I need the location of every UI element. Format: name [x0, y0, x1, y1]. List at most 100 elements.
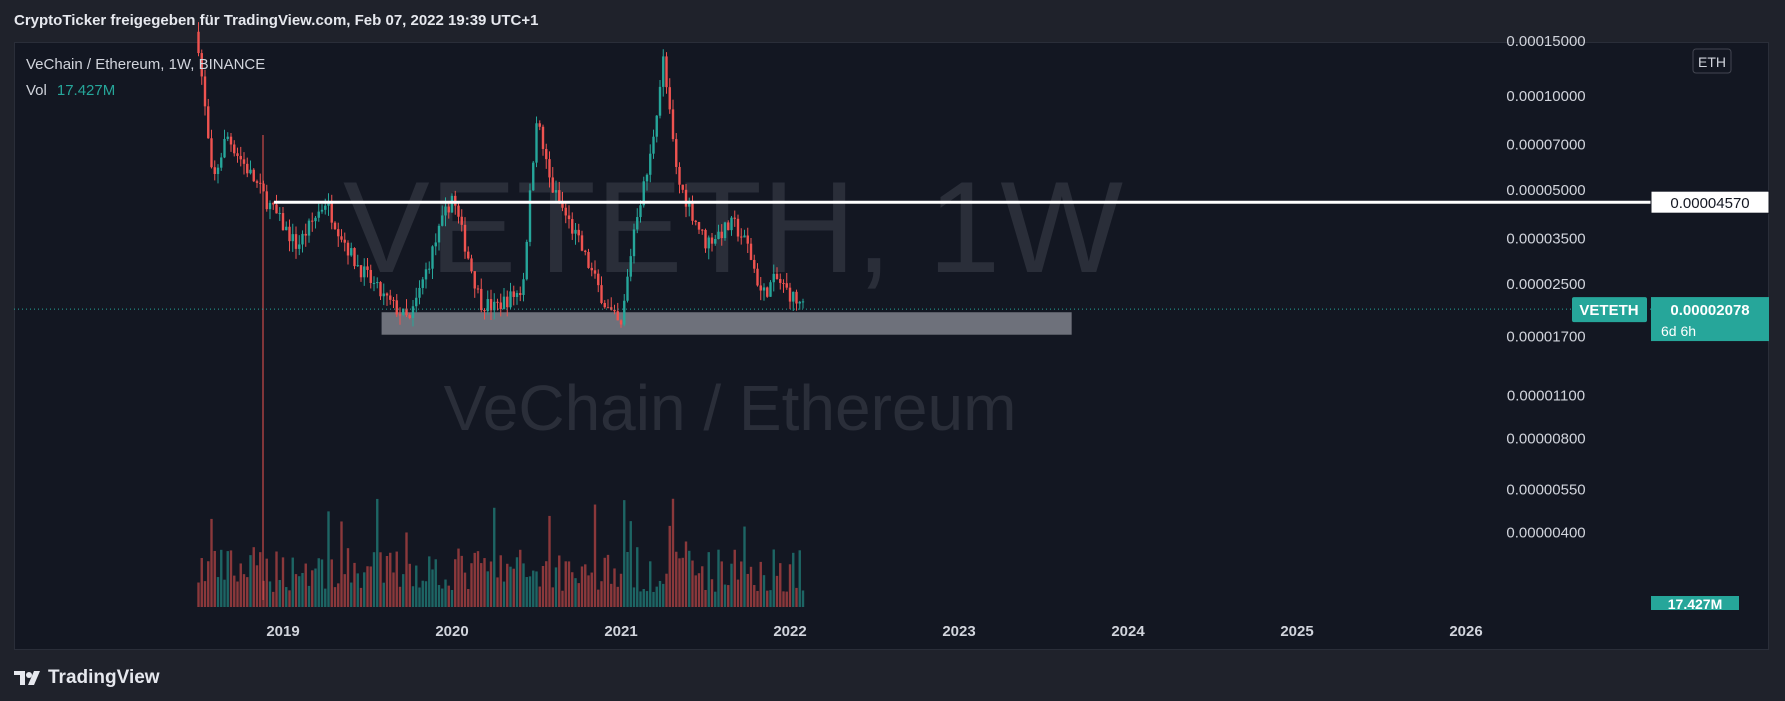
volume-bar: [311, 570, 314, 607]
candle-body: [421, 279, 424, 288]
volume-bar: [626, 551, 629, 607]
candle-body: [346, 242, 350, 256]
volume-bar: [366, 566, 369, 607]
candle-body: [356, 265, 359, 267]
volume-bar: [463, 572, 467, 607]
candle-body: [320, 209, 324, 212]
volume-bar: [223, 579, 226, 607]
candle-body: [759, 285, 762, 291]
volume-bar: [558, 555, 561, 607]
last-price-text: 0.00002078: [1670, 302, 1749, 319]
y-tick-label: 0.00015000: [1506, 33, 1585, 50]
candle-body: [541, 126, 545, 149]
volume-bar: [307, 585, 311, 607]
candle-body: [307, 220, 311, 236]
volume-bar: [278, 580, 281, 607]
volume-bar: [389, 552, 392, 607]
volume-bar: [720, 561, 723, 607]
candle-body: [600, 285, 603, 303]
volume-bar: [418, 587, 421, 607]
volume-bar: [619, 573, 623, 607]
candle-body: [242, 159, 246, 164]
candle-body: [372, 282, 376, 284]
volume-bar: [447, 585, 450, 607]
volume-bar: [324, 588, 327, 607]
candle-body: [392, 299, 395, 301]
volume-bar: [658, 580, 662, 607]
candle-body: [285, 226, 288, 231]
candle-body: [476, 288, 480, 290]
candle-body: [580, 235, 584, 251]
candle-body: [255, 181, 259, 183]
candle-body: [229, 136, 233, 145]
candle-body: [333, 222, 337, 230]
volume-bar: [782, 591, 785, 607]
volume-bar: [304, 563, 307, 607]
candle-body: [226, 136, 229, 139]
candle-body: [675, 139, 678, 167]
volume-bar: [701, 566, 704, 607]
candle-body: [762, 287, 766, 291]
candle-body: [753, 259, 756, 269]
candle-body: [460, 216, 463, 225]
volume-bar: [753, 585, 756, 607]
top-bar: CryptoTicker freigegeben für TradingView…: [0, 0, 1785, 42]
x-tick-label: 2026: [1449, 623, 1482, 640]
candle-body: [561, 201, 564, 208]
volume-bar: [483, 558, 486, 607]
y-tick-label: 0.00002500: [1506, 276, 1585, 293]
volume-bar: [340, 521, 343, 607]
support-zone[interactable]: [381, 312, 1072, 335]
chart-frame[interactable]: [14, 42, 1769, 650]
candle-body: [350, 248, 353, 256]
candle-body: [593, 270, 597, 274]
volume-bar: [200, 558, 203, 607]
candle-body: [538, 123, 541, 127]
candle-body: [548, 159, 551, 178]
volume-bar: [233, 575, 236, 607]
volume-bar: [392, 572, 395, 607]
volume-bar: [428, 556, 431, 607]
candle-body: [197, 31, 200, 54]
tradingview-logo[interactable]: TradingView: [14, 667, 160, 689]
candle-body: [470, 258, 473, 272]
candle-body: [623, 300, 626, 325]
volume-bar: [457, 548, 460, 607]
candle-body: [678, 166, 681, 185]
candle-body: [522, 279, 525, 295]
candle-body: [294, 234, 298, 249]
candle-body: [733, 217, 736, 219]
candle-body: [239, 155, 242, 160]
candle-body: [509, 291, 512, 308]
candle-body: [389, 295, 392, 300]
last-price-badge: [1651, 297, 1769, 342]
candle-body: [216, 167, 220, 175]
volume-bar: [473, 552, 476, 607]
volume-bar: [564, 561, 567, 607]
candle-body: [532, 162, 535, 191]
volume-bar: [603, 557, 606, 607]
candle-body: [418, 287, 421, 298]
candle-body: [434, 242, 437, 247]
candle-body: [801, 301, 805, 303]
volume-bar: [398, 586, 402, 607]
candle-body: [223, 138, 226, 158]
candle-body: [395, 300, 398, 315]
candle-body: [337, 229, 340, 237]
volume-bar: [597, 589, 600, 607]
volume-bar: [402, 574, 405, 607]
volume-bar: [629, 521, 632, 607]
candle-body: [788, 287, 792, 302]
bottom-bar: [0, 650, 1785, 701]
currency-badge[interactable]: [1692, 48, 1732, 74]
candle-body: [606, 307, 610, 309]
candle-body: [236, 153, 239, 156]
x-tick-label: 2024: [1111, 623, 1145, 640]
candle-body: [681, 184, 684, 190]
candle-body: [730, 217, 733, 231]
volume-bar: [268, 581, 272, 607]
volume-bar: [613, 568, 616, 607]
volume-bar: [691, 560, 694, 607]
candle-body: [736, 218, 740, 237]
